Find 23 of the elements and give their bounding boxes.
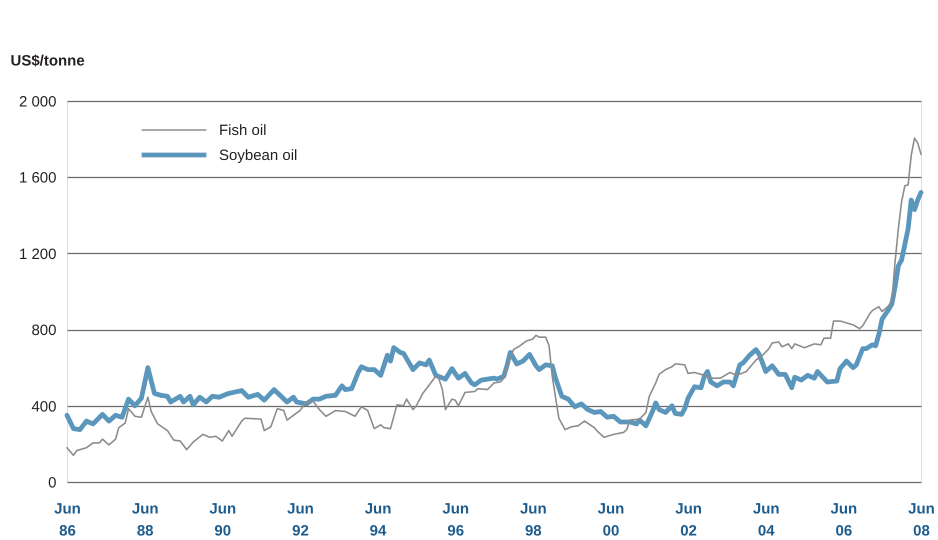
x-tick-label: Jun 08 xyxy=(908,500,935,540)
y-tick-label: 400 xyxy=(31,398,56,416)
x-tick-label: Jun 88 xyxy=(132,500,159,540)
y-tick-label: 0 xyxy=(48,474,56,492)
x-tick-label: Jun 00 xyxy=(598,500,624,540)
y-tick-label: 1 200 xyxy=(18,246,56,263)
legend-label: Fish oil xyxy=(219,122,267,139)
x-tick-label: Jun 96 xyxy=(442,500,470,540)
x-tick-label: Jun 98 xyxy=(520,500,547,540)
y-tick-label: 800 xyxy=(31,322,56,340)
legend-label: Soybean oil xyxy=(219,147,298,164)
x-tick-label: Jun 86 xyxy=(54,500,81,540)
x-tick-label: Jun 90 xyxy=(209,500,236,540)
x-tick-label: Jun 92 xyxy=(287,500,314,540)
x-tick-label: Jun 94 xyxy=(364,500,392,540)
y-tick-label: 2 000 xyxy=(18,94,56,110)
y-tick-label: 1 600 xyxy=(18,170,56,187)
line-series xyxy=(64,190,924,432)
x-tick-label: Jun 04 xyxy=(752,500,780,540)
x-tick-label: Jun 02 xyxy=(675,500,702,540)
x-tick-label: Jun 06 xyxy=(830,500,858,540)
y-axis-title: US$/tonne xyxy=(10,52,85,70)
line-series xyxy=(66,137,922,456)
